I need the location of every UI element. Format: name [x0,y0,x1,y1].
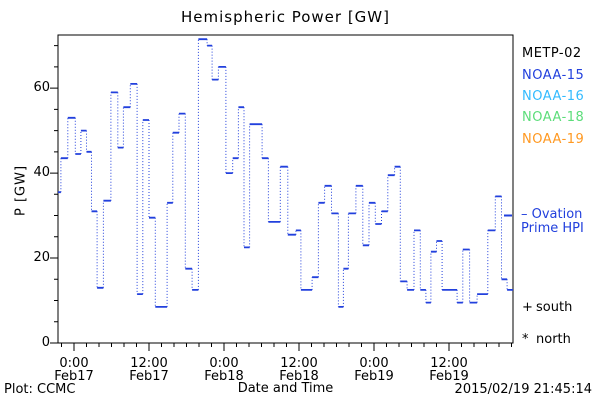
x-axis-ticks [61,343,512,351]
legend-north-label: north [536,332,571,347]
x-tick-label: 12:00 Feb18 [279,356,319,384]
data-line-dotted-risers [60,39,508,307]
legend-north: * north [522,332,571,347]
x-tick-label: 12:00 Feb17 [129,356,169,384]
legend-item-noaa-19: NOAA-19 [522,132,585,147]
data-line-horizontal-segments [58,38,513,308]
legend-item-metp-02: METP-02 [522,46,582,61]
x-tick-label: 0:00 Feb19 [354,356,394,384]
plus-marker-icon: + [522,300,533,315]
legend-ovation-line1: – Ovation [521,207,583,222]
plot-credit: Plot: CCMC [4,382,76,397]
legend-item-noaa-18: NOAA-18 [522,110,585,125]
y-tick-label: 0 [41,335,50,350]
legend-item-noaa-15: NOAA-15 [522,68,585,83]
legend-ovation-prime-hpi: – Ovation Prime HPI [521,208,584,236]
y-axis-ticks [50,45,58,344]
chart-title: Hemispheric Power [GW] [181,8,390,26]
x-axis-title: Date and Time [237,381,334,396]
generated-timestamp: 2015/02/19 21:45:14 [454,382,592,397]
asterisk-marker-icon: * [522,332,529,347]
y-tick-label: 20 [33,250,50,266]
x-tick-label: 0:00 Feb17 [54,356,94,384]
y-tick-label: 60 [33,80,50,96]
legend-item-noaa-16: NOAA-16 [522,89,585,104]
x-tick-label: 12:00 Feb19 [429,356,469,384]
x-tick-label: 0:00 Feb18 [204,356,244,384]
legend-south: + south [522,300,572,315]
plot-frame [57,34,514,344]
y-tick-label: 40 [33,165,50,181]
legend-south-label: south [536,300,573,315]
legend-ovation-line2: Prime HPI [521,221,584,236]
